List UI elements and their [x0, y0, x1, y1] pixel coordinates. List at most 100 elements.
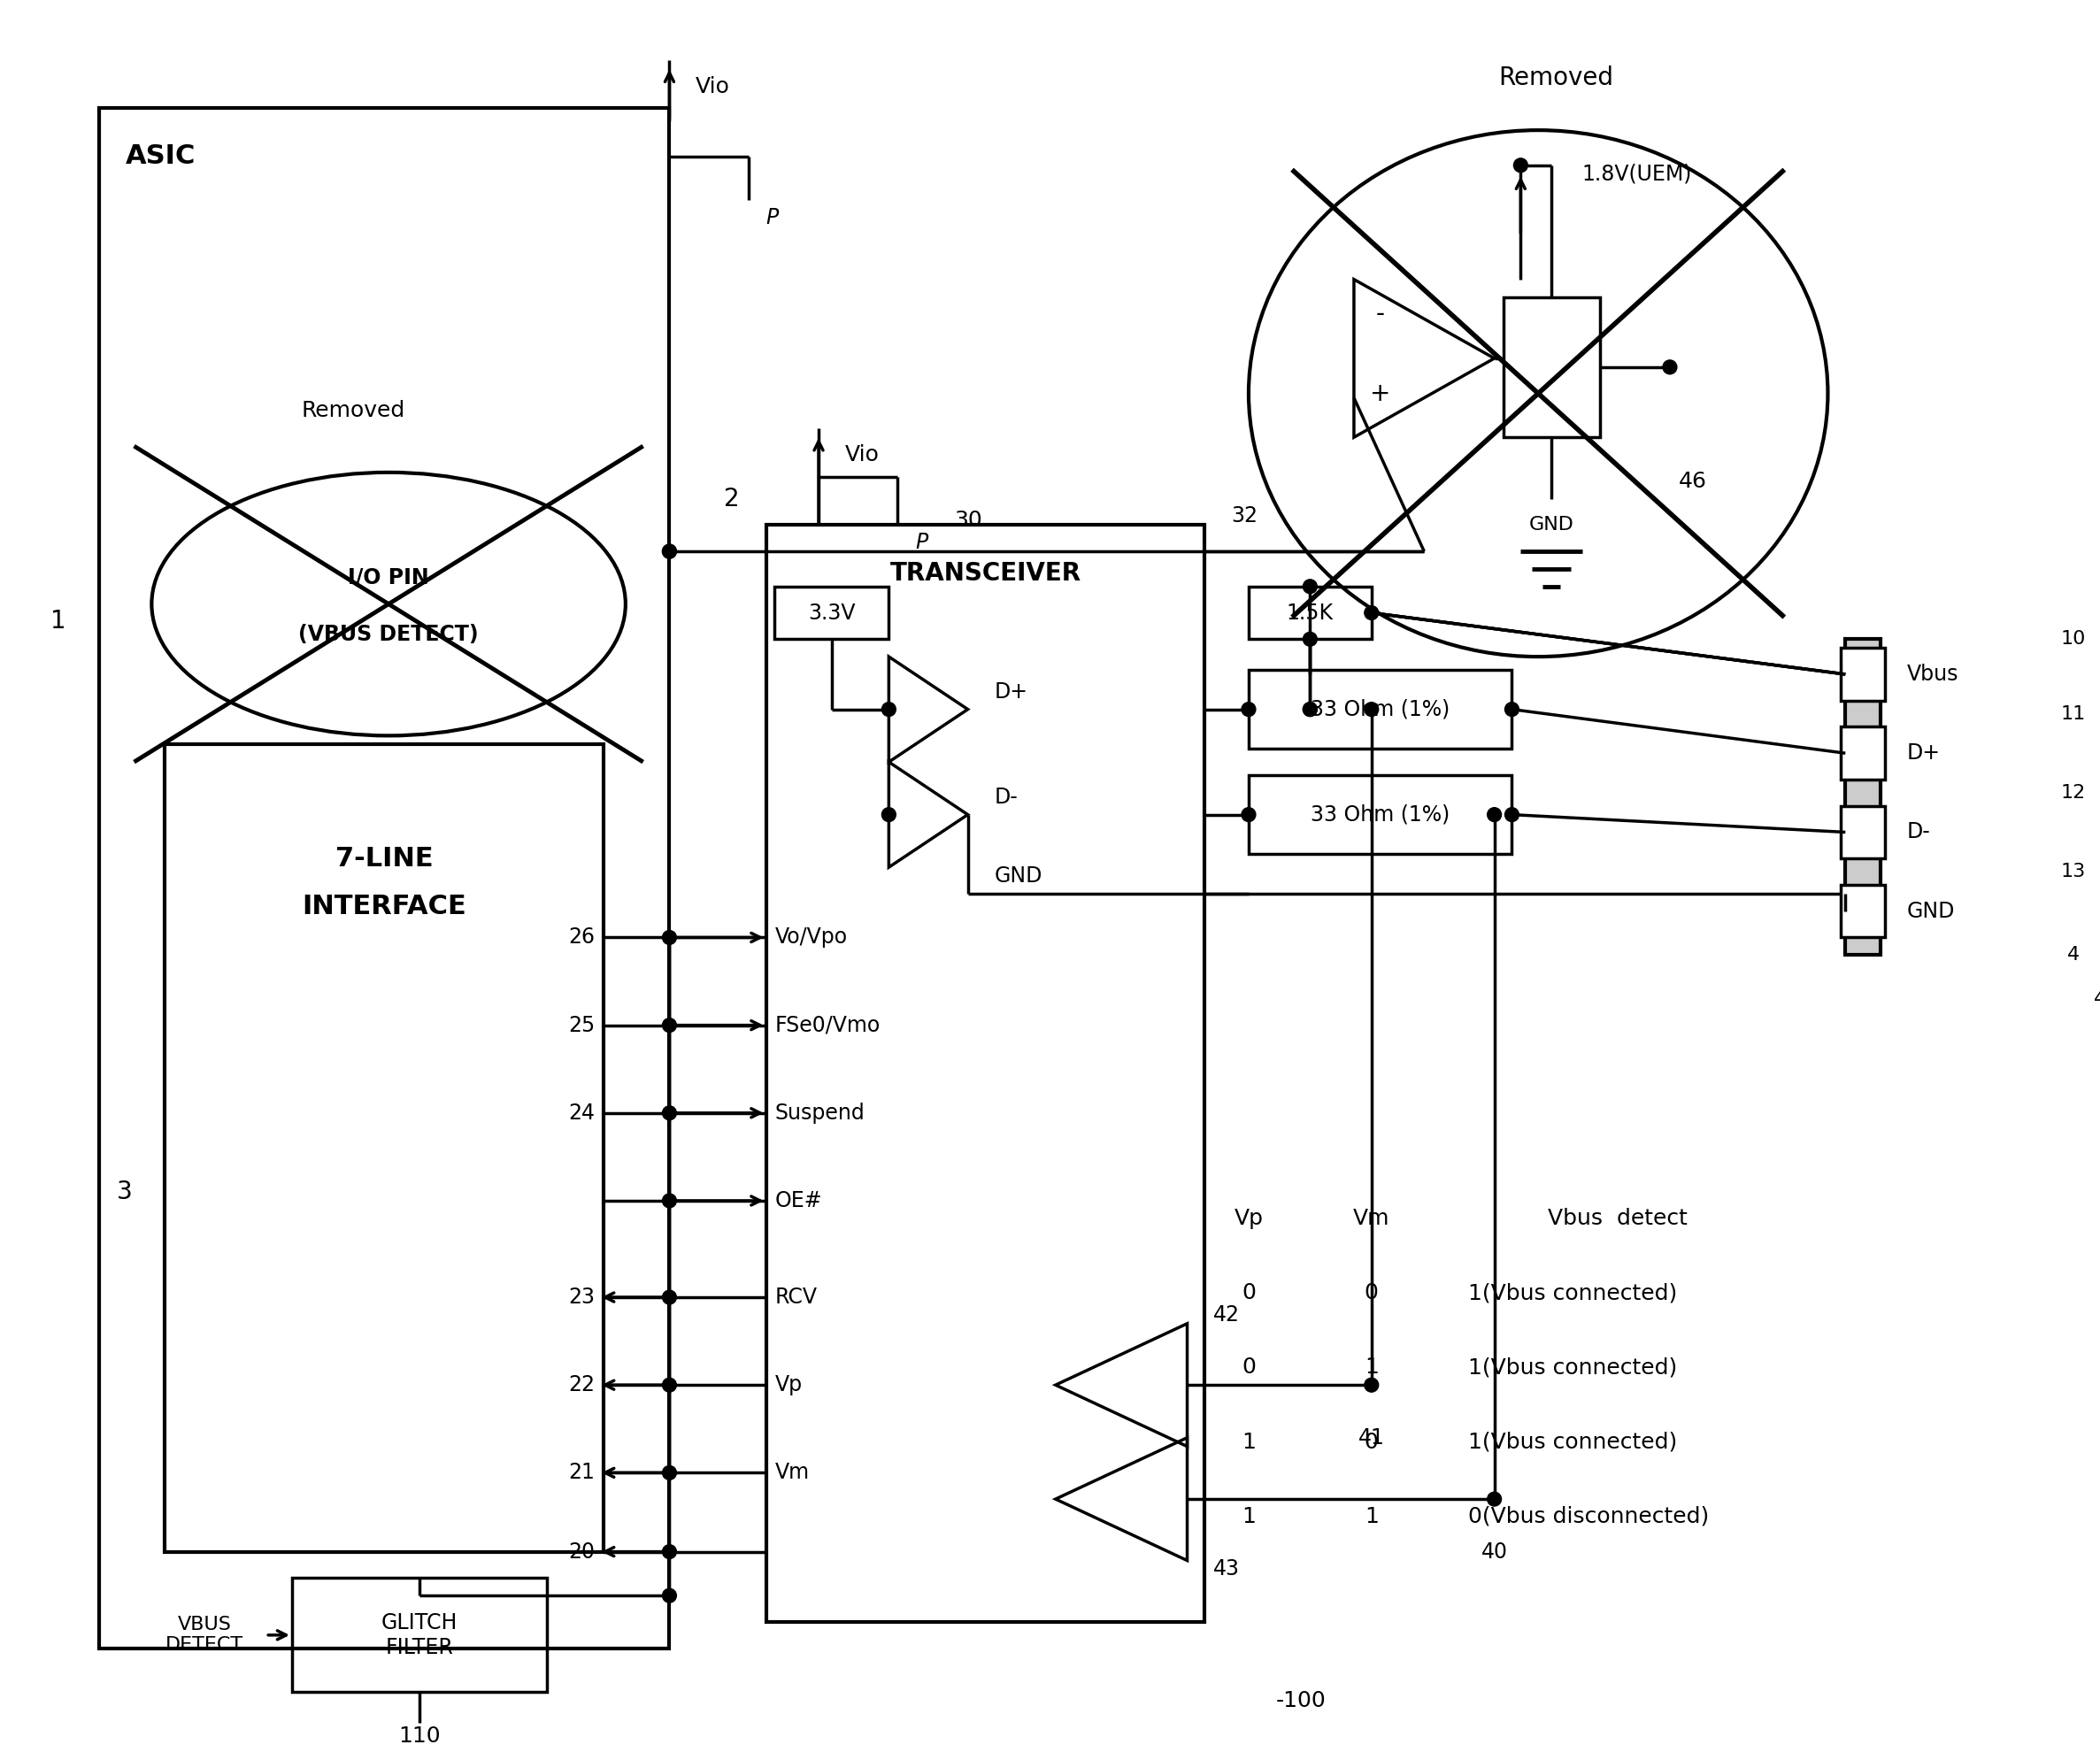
Text: 42: 42 [1214, 1304, 1241, 1325]
Text: 1.8V(UEM): 1.8V(UEM) [1581, 164, 1693, 185]
Text: D-: D- [1907, 822, 1930, 843]
Text: 3: 3 [116, 1179, 132, 1204]
Text: 20: 20 [569, 1542, 594, 1563]
Text: GND: GND [1529, 516, 1573, 533]
Text: 0: 0 [1365, 1431, 1378, 1452]
Text: Vio: Vio [695, 76, 731, 97]
Circle shape [662, 544, 676, 558]
Bar [1250, 671, 1512, 748]
Text: 41: 41 [1359, 1427, 1384, 1448]
Circle shape [662, 1193, 676, 1207]
Circle shape [1302, 702, 1317, 716]
Text: 1: 1 [1241, 1431, 1256, 1452]
Text: Vp: Vp [1235, 1207, 1264, 1228]
Text: 0(Vbus disconnected): 0(Vbus disconnected) [1468, 1507, 1709, 1528]
Text: 110: 110 [399, 1725, 441, 1746]
Circle shape [1365, 1378, 1378, 1392]
Circle shape [1514, 158, 1527, 172]
Circle shape [1487, 808, 1502, 822]
Text: Suspend: Suspend [775, 1102, 865, 1123]
Bar [766, 524, 1205, 1623]
Circle shape [662, 1019, 676, 1033]
Text: Vp: Vp [775, 1375, 802, 1396]
Text: D+: D+ [1907, 743, 1940, 764]
Circle shape [1302, 632, 1317, 646]
Circle shape [662, 544, 676, 558]
Circle shape [1487, 1492, 1502, 1507]
Circle shape [1241, 808, 1256, 822]
Bar [164, 744, 603, 1552]
Text: Vbus  detect: Vbus detect [1548, 1207, 1686, 1228]
Bar [99, 109, 670, 1649]
Text: 23: 23 [569, 1287, 594, 1308]
Text: 1: 1 [1241, 1507, 1256, 1528]
Text: +: + [1369, 382, 1390, 407]
Text: 43: 43 [1214, 1559, 1241, 1580]
Text: 12: 12 [2060, 783, 2085, 801]
Circle shape [662, 1290, 676, 1304]
Text: 22: 22 [569, 1375, 594, 1396]
Circle shape [1302, 702, 1317, 716]
Circle shape [662, 1378, 676, 1392]
Text: D+: D+ [993, 681, 1027, 702]
Text: 10: 10 [2060, 630, 2085, 648]
Text: D-: D- [993, 787, 1018, 808]
Text: Vm: Vm [1352, 1207, 1390, 1228]
Circle shape [1365, 702, 1378, 716]
Text: 0: 0 [1241, 1283, 1256, 1304]
Text: -: - [1376, 303, 1384, 327]
Text: GND: GND [1907, 901, 1955, 922]
Text: -100: -100 [1277, 1690, 1327, 1711]
Circle shape [662, 1589, 676, 1603]
Bar [1842, 727, 1886, 780]
Circle shape [1506, 808, 1518, 822]
Text: VBUS
DETECT: VBUS DETECT [166, 1616, 244, 1654]
Text: Vbus: Vbus [1907, 664, 1959, 685]
Text: P: P [766, 208, 779, 229]
Text: 32: 32 [1231, 505, 1258, 526]
Text: 4: 4 [2094, 991, 2100, 1008]
Circle shape [1241, 702, 1256, 716]
Text: 1: 1 [1365, 1507, 1378, 1528]
Circle shape [1302, 579, 1317, 593]
Circle shape [662, 1545, 676, 1559]
Text: 1(Vbus connected): 1(Vbus connected) [1468, 1431, 1678, 1452]
Circle shape [1506, 702, 1518, 716]
Circle shape [662, 1466, 676, 1480]
Text: Vio: Vio [844, 444, 880, 465]
Text: Removed: Removed [1497, 65, 1613, 90]
Text: 11: 11 [2060, 704, 2085, 723]
Circle shape [662, 1105, 676, 1119]
Bar [1504, 297, 1600, 436]
Bar [1842, 648, 1886, 700]
Text: Vo/Vpo: Vo/Vpo [775, 928, 848, 949]
Text: 1(Vbus connected): 1(Vbus connected) [1468, 1357, 1678, 1378]
Circle shape [882, 702, 897, 716]
Bar [1250, 586, 1371, 639]
Text: 1: 1 [1365, 1357, 1378, 1378]
Text: 25: 25 [569, 1014, 594, 1037]
Text: ASIC: ASIC [126, 144, 195, 169]
Text: (VBUS DETECT): (VBUS DETECT) [298, 625, 479, 646]
Text: 7-LINE: 7-LINE [336, 845, 433, 871]
Circle shape [1365, 605, 1378, 620]
Text: OE#: OE# [775, 1190, 821, 1211]
Text: 33 Ohm (1%): 33 Ohm (1%) [1310, 699, 1449, 720]
Bar [1842, 885, 1886, 938]
Text: Vm: Vm [775, 1463, 808, 1484]
Bar [1842, 806, 1886, 859]
Bar [1250, 774, 1512, 854]
Text: 13: 13 [2060, 862, 2085, 880]
Text: 1(Vbus connected): 1(Vbus connected) [1468, 1283, 1678, 1304]
Text: 21: 21 [569, 1463, 594, 1484]
Bar [1846, 639, 1880, 956]
Text: FSe0/Vmo: FSe0/Vmo [775, 1014, 880, 1037]
Text: 46: 46 [1678, 470, 1707, 491]
Text: RCV: RCV [775, 1287, 817, 1308]
Text: 24: 24 [569, 1102, 594, 1123]
Text: GND: GND [993, 866, 1042, 887]
Text: Removed: Removed [302, 400, 405, 422]
Text: TRANSCEIVER: TRANSCEIVER [890, 561, 1082, 586]
Text: 33 Ohm (1%): 33 Ohm (1%) [1310, 804, 1449, 825]
Text: 1.5K: 1.5K [1287, 602, 1334, 623]
